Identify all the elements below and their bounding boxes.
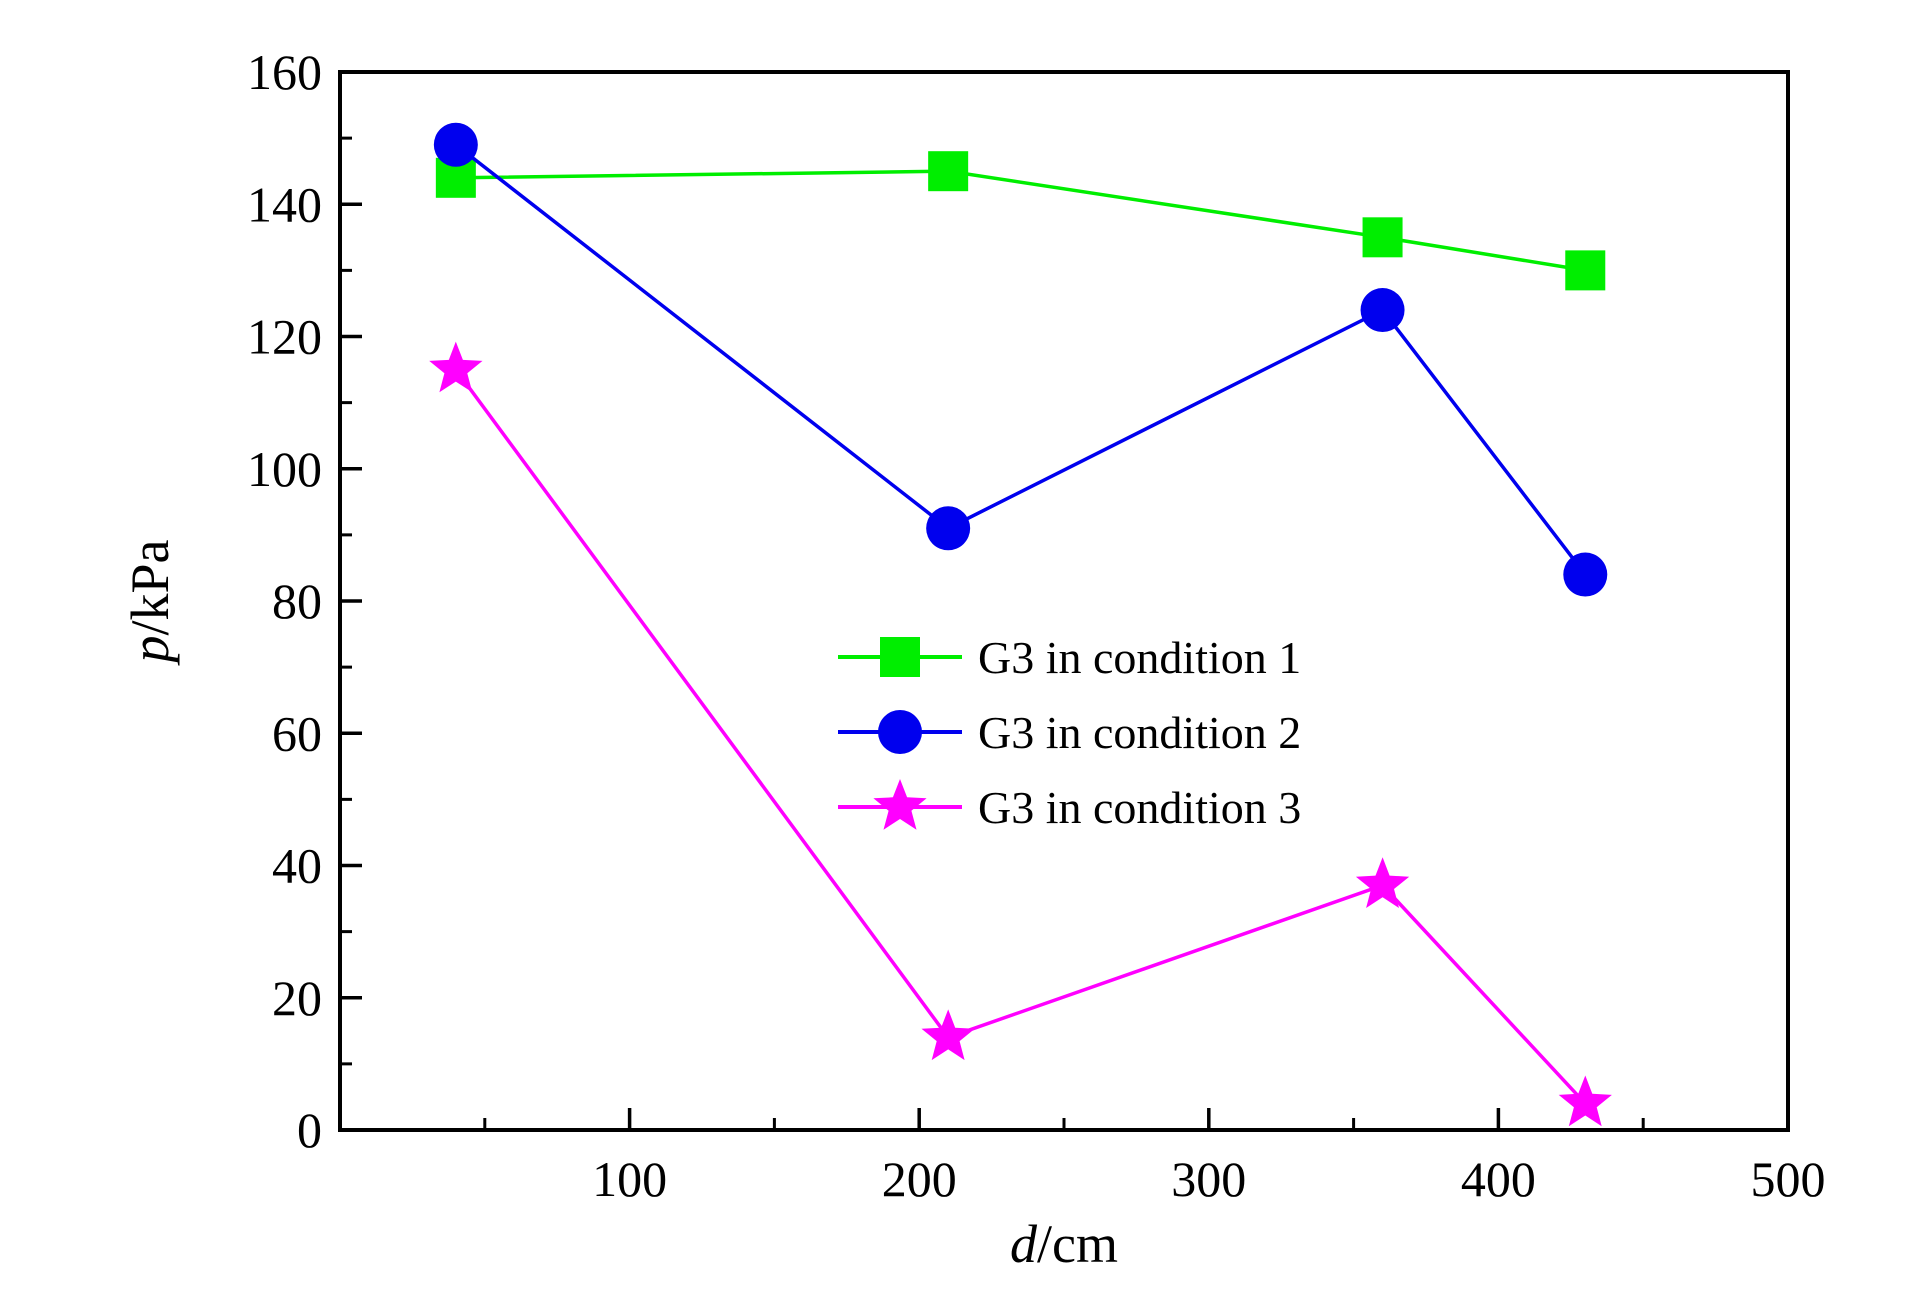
x-axis-unit: /cm — [1037, 1214, 1118, 1274]
series-line — [454, 368, 1587, 1105]
x-tick-label: 100 — [592, 1151, 667, 1207]
legend: G3 in condition 1 G3 in condition 2 G3 in … — [838, 632, 1301, 833]
series-line — [454, 143, 1587, 576]
y-axis-unit: /kPa — [120, 539, 180, 635]
legend-item: G3 in condition 3 — [838, 779, 1301, 833]
legend-label: G3 in condition 1 — [978, 632, 1301, 683]
y-tick-label: 40 — [272, 838, 322, 894]
data-point — [1355, 857, 1410, 908]
legend-marker — [873, 779, 927, 830]
y-axis-var: p — [120, 636, 180, 667]
series-1 — [435, 151, 1606, 291]
y-tick-label: 0 — [297, 1102, 322, 1158]
data-point — [1558, 1075, 1612, 1127]
y-tick-label: 100 — [247, 441, 322, 497]
plot-frame — [338, 70, 1790, 1132]
data-point — [928, 151, 969, 192]
ticks-layer: 100 200 300 400 500 0 20 40 60 80 100 120 140 160 — [247, 44, 1826, 1207]
x-tick-label: 400 — [1461, 1151, 1536, 1207]
data-point — [1362, 217, 1403, 258]
legend-marker — [880, 637, 920, 677]
x-tick-label: 200 — [882, 1151, 957, 1207]
legend-label: G3 in condition 3 — [978, 782, 1301, 833]
y-tick-label: 80 — [272, 573, 322, 629]
y-tick-label: 60 — [272, 705, 322, 761]
x-axis-var: d — [1010, 1214, 1038, 1274]
data-point — [433, 122, 478, 167]
series-layer — [429, 122, 1612, 1127]
y-tick-label: 140 — [247, 176, 322, 232]
x-tick-label: 300 — [1171, 1151, 1246, 1207]
series-2 — [433, 122, 1608, 597]
legend-item: G3 in condition 2 — [838, 707, 1301, 758]
legend-item: G3 in condition 1 — [838, 632, 1301, 683]
data-point — [926, 506, 971, 551]
series-line — [455, 169, 1586, 273]
x-tick-label: 500 — [1751, 1151, 1826, 1207]
y-tick-label: 160 — [247, 44, 322, 100]
data-point — [1565, 250, 1606, 291]
data-point — [921, 1009, 975, 1061]
series-3 — [429, 341, 1612, 1127]
data-point — [1563, 552, 1608, 597]
data-point — [429, 341, 483, 393]
y-tick-label: 120 — [247, 309, 322, 365]
legend-label: G3 in condition 2 — [978, 707, 1301, 758]
y-axis-label: p/kPa — [120, 539, 180, 666]
legend-marker — [878, 710, 922, 754]
x-axis-label: d/cm — [1010, 1214, 1118, 1274]
y-tick-label: 20 — [272, 970, 322, 1026]
data-point — [1360, 288, 1405, 333]
